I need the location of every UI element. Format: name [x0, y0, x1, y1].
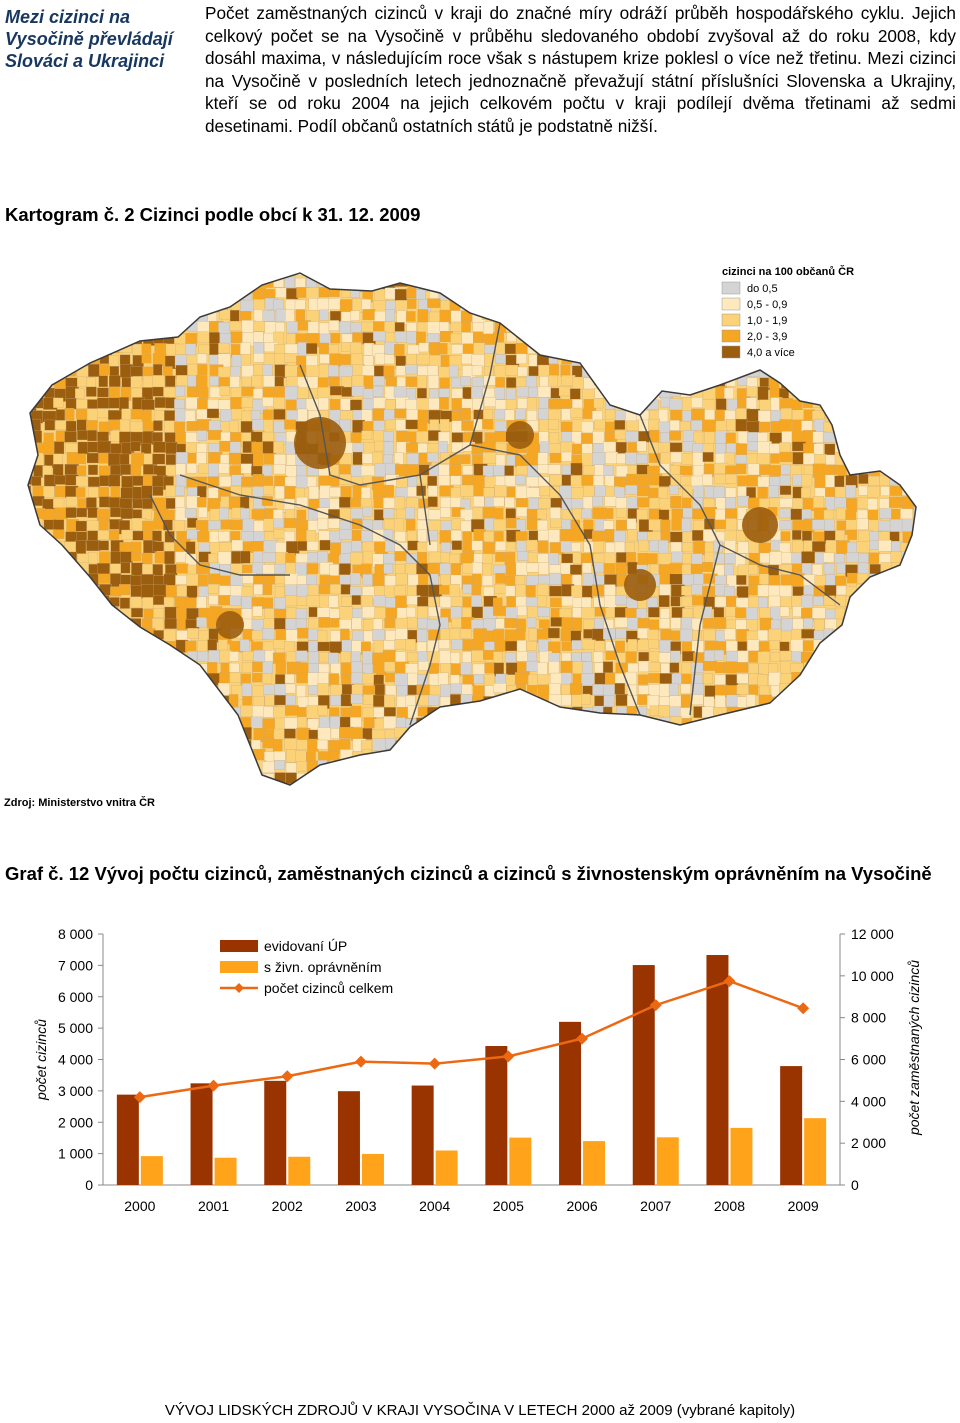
line-marker [723, 975, 736, 988]
region-borders [149, 322, 841, 726]
y-right-tick-label: 10 000 [851, 968, 894, 984]
bar-zivn-opravneni [140, 1156, 163, 1185]
y-left-tick-label: 4 000 [58, 1052, 93, 1068]
x-tick-label: 2009 [788, 1198, 819, 1214]
y-right-tick-label: 0 [851, 1177, 859, 1193]
y-left-tick-label: 6 000 [58, 989, 93, 1005]
y-left-axis-title: počet cizinců [33, 1019, 49, 1101]
bar-evidovani-up [706, 955, 729, 1185]
map-legend-swatch [721, 281, 741, 295]
y-left-tick-label: 7 000 [58, 957, 93, 973]
chart-caption: Graf č. 12 Vývoj počtu cizinců, zaměstna… [5, 863, 932, 884]
x-tick-label: 2007 [640, 1198, 671, 1214]
map-legend-swatch [721, 297, 741, 311]
y-right-tick-label: 4 000 [851, 1093, 886, 1109]
map-legend: cizinci na 100 občanů ČR do 0,5 0,5 - 0,9… [721, 265, 854, 359]
bar-evidovani-up [780, 1066, 803, 1185]
map-region-fill [28, 273, 916, 785]
line-marker [797, 1002, 810, 1015]
page-footer: VÝVOJ LIDSKÝCH ZDROJŮ V KRAJI VYSOČINA V… [164, 1402, 796, 1419]
line-marker [502, 1050, 515, 1063]
bar-evidovani-up [411, 1085, 434, 1185]
bar-zivn-opravneni [435, 1150, 458, 1185]
bar-evidovani-up [337, 1091, 360, 1185]
y-left-tick-label: 8 000 [58, 926, 93, 942]
czech-municipalities-map: cizinci na 100 občanů ČR do 0,5 0,5 - 0,9… [4, 265, 917, 809]
x-tick-label: 2001 [198, 1198, 229, 1214]
y-left-tick-label: 5 000 [58, 1020, 93, 1036]
bar-zivn-opravneni [730, 1127, 753, 1185]
bar-evidovani-up [559, 1021, 582, 1185]
map-legend-swatch [721, 313, 741, 327]
line-marker [354, 1055, 367, 1068]
bar-zivn-opravneni [214, 1157, 237, 1185]
line-marker [281, 1070, 294, 1083]
x-tick-label: 2005 [493, 1198, 524, 1214]
bar-evidovani-up [116, 1094, 139, 1185]
map-legend-label: 1,0 - 1,9 [747, 315, 787, 327]
bar-zivn-opravneni [804, 1118, 827, 1185]
chart-legend-swatch [220, 940, 258, 952]
intro-paragraph: Počet zaměstnaných cizinců v kraji do zn… [205, 3, 956, 136]
bar-zivn-opravneni [288, 1156, 311, 1185]
x-tick-label: 2006 [566, 1198, 597, 1214]
x-tick-label: 2003 [345, 1198, 376, 1214]
bar-evidovani-up [190, 1083, 213, 1185]
bar-zivn-opravneni [583, 1141, 606, 1185]
bar-evidovani-up [264, 1080, 287, 1185]
y-left-tick-label: 0 [85, 1177, 93, 1193]
chart-legend-swatch [220, 961, 258, 973]
line-marker [207, 1079, 220, 1092]
chart-legend-marker [234, 983, 244, 993]
line-marker [576, 1032, 589, 1045]
y-right-tick-label: 12 000 [851, 926, 894, 942]
line-pocet-cizincu-celkem [139, 979, 804, 1099]
y-left-tick-label: 1 000 [58, 1146, 93, 1162]
foreigners-chart: 0 1 000 2 000 3 000 4 000 5 000 6 000 7 000 8 00… [33, 926, 922, 1214]
y-left-tick-label: 3 000 [58, 1083, 93, 1099]
x-tick-label: 2000 [124, 1198, 155, 1214]
map-legend-label: 0,5 - 0,9 [747, 299, 787, 311]
map-legend-swatch [721, 329, 741, 343]
map-caption: Kartogram č. 2 Cizinci podle obcí k 31. … [5, 204, 421, 225]
y-right-tick-label: 6 000 [851, 1052, 886, 1068]
map-legend-swatch [721, 345, 741, 359]
bar-zivn-opravneni [509, 1137, 532, 1185]
y-right-tick-label: 8 000 [851, 1010, 886, 1026]
bar-zivn-opravneni [361, 1153, 384, 1185]
map-legend-title: cizinci na 100 občanů ČR [722, 265, 854, 278]
chart-legend-label: evidovaní ÚP [264, 938, 347, 954]
y-right-axis-title: počet zaměstnaných cizinců [906, 960, 922, 1136]
y-right-tick-label: 2 000 [851, 1135, 886, 1151]
bar-evidovani-up [485, 1046, 508, 1185]
chart-legend-label: počet cizinců celkem [264, 980, 393, 996]
map-source: Zdroj: Ministerstvo vnitra ČR [4, 796, 155, 809]
bar-evidovani-up [632, 965, 655, 1185]
line-marker [428, 1057, 441, 1070]
map-legend-label: 2,0 - 3,9 [747, 331, 787, 343]
x-tick-label: 2004 [419, 1198, 450, 1214]
section-sidebar-title: Mezi cizinci na Vysočině převládají Slov… [5, 7, 173, 71]
bar-zivn-opravneni [656, 1137, 679, 1185]
chart-legend-label: s živn. oprávněním [264, 959, 382, 975]
map-legend-label: do 0,5 [747, 283, 778, 295]
line-marker [133, 1091, 146, 1104]
map-legend-label: 4,0 a více [747, 347, 795, 359]
x-tick-label: 2008 [714, 1198, 745, 1214]
x-tick-label: 2002 [272, 1198, 303, 1214]
line-marker [649, 999, 662, 1012]
y-left-tick-label: 2 000 [58, 1114, 93, 1130]
